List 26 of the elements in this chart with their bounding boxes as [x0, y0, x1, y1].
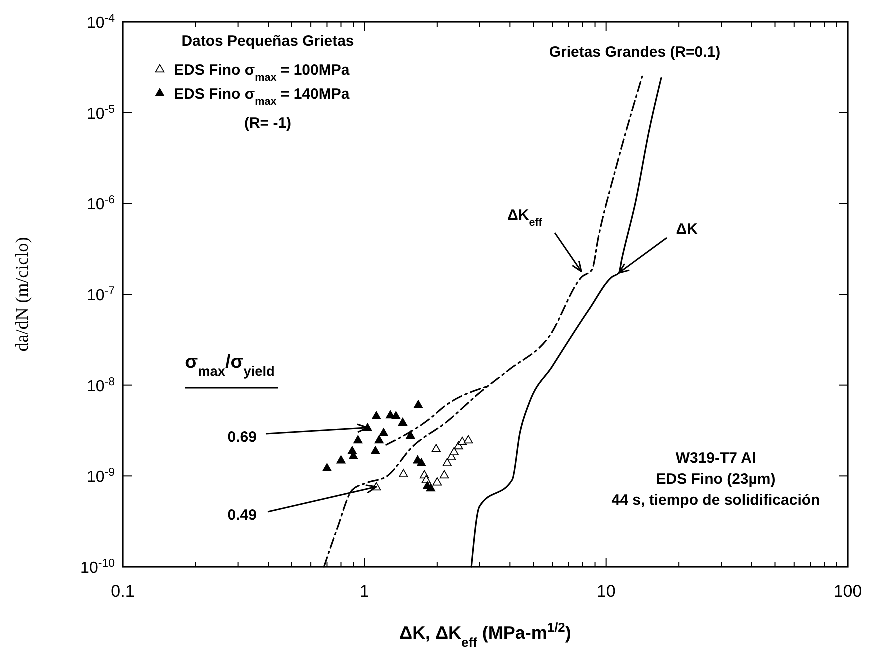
x-axis-title: ΔK, ΔK$_{eff}$ (MPa-m$^{1/2}$): [400, 620, 572, 650]
annotation: 0.49: [228, 507, 257, 524]
x-tick-label: 10: [596, 582, 616, 601]
y-tick-label: 10$^{-7}$: [86, 286, 115, 304]
annotation: EDS Fino (23µm): [656, 471, 776, 488]
annotation: σ$_{max}$/σ$_{yield}$: [185, 352, 275, 378]
annotation: ΔK$_{eff}$: [508, 207, 543, 229]
y-tick-label: 10$^{-10}$: [80, 558, 115, 577]
x-tick-label: 0.1: [111, 582, 135, 601]
x-tick-label: 100: [834, 582, 862, 601]
legend-title: Datos Pequeñas Grietas: [182, 33, 354, 50]
x-tick-label: 1: [360, 582, 370, 601]
legend-label: EDS Fino σ$_{max}$ = 100MPa: [174, 62, 350, 84]
y-tick-label: 10$^{-6}$: [86, 194, 115, 214]
y-tick-label: 10$^{-4}$: [86, 13, 116, 32]
annotation: W319-T7 Al: [676, 450, 756, 467]
annotation: Grietas Grandes (R=0.1): [549, 44, 721, 61]
annotation: 0.69: [228, 429, 257, 446]
annotation: (R= -1): [244, 115, 292, 132]
annotation: ΔK: [676, 221, 698, 238]
legend-label: EDS Fino σ$_{max}$ = 140MPa: [174, 86, 350, 108]
y-tick-label: 10$^{-5}$: [86, 104, 115, 123]
y-tick-label: 10$^{-9}$: [86, 467, 115, 486]
y-axis-title: da/dN (m/ciclo): [12, 237, 32, 352]
y-tick-label: 10$^{-8}$: [86, 376, 115, 396]
annotation: 44 s, tiempo de solidificación: [612, 492, 820, 509]
